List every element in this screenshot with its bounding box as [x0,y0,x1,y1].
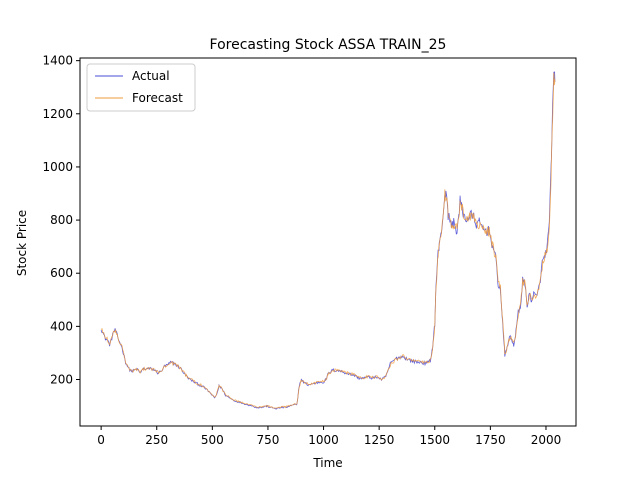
y-tick-label: 800 [50,213,73,227]
x-tick-label: 0 [97,433,105,447]
y-tick-label: 600 [50,266,73,280]
plot-area [100,71,556,410]
x-tick-label: 2000 [531,433,562,447]
legend: Actual Forecast [86,63,196,112]
y-tick-label: 200 [50,373,73,387]
axes: 0 250 500 750 1000 1250 1500 1750 2000 200 400 600 8… [42,54,577,447]
x-tick-label: 750 [256,433,279,447]
y-tick-label: 1400 [42,54,73,68]
x-tick-label: 1000 [308,433,339,447]
x-tick-label: 1500 [419,433,450,447]
y-tick-label: 1200 [42,107,73,121]
x-tick-label: 1250 [364,433,395,447]
legend-forecast-label: Forecast [132,91,183,105]
x-axis-label: Time [312,456,342,470]
chart-title: Forecasting Stock ASSA TRAIN_25 [210,37,447,53]
y-axis-label: Stock Price [15,210,29,276]
y-tick-label: 1000 [42,160,73,174]
legend-actual-label: Actual [132,69,170,83]
x-tick-label: 1750 [475,433,506,447]
axes-frame [79,57,577,427]
series-line-forecast [100,72,556,409]
y-tick-label: 400 [50,319,73,333]
x-tick-label: 250 [145,433,168,447]
x-tick-label: 500 [201,433,224,447]
